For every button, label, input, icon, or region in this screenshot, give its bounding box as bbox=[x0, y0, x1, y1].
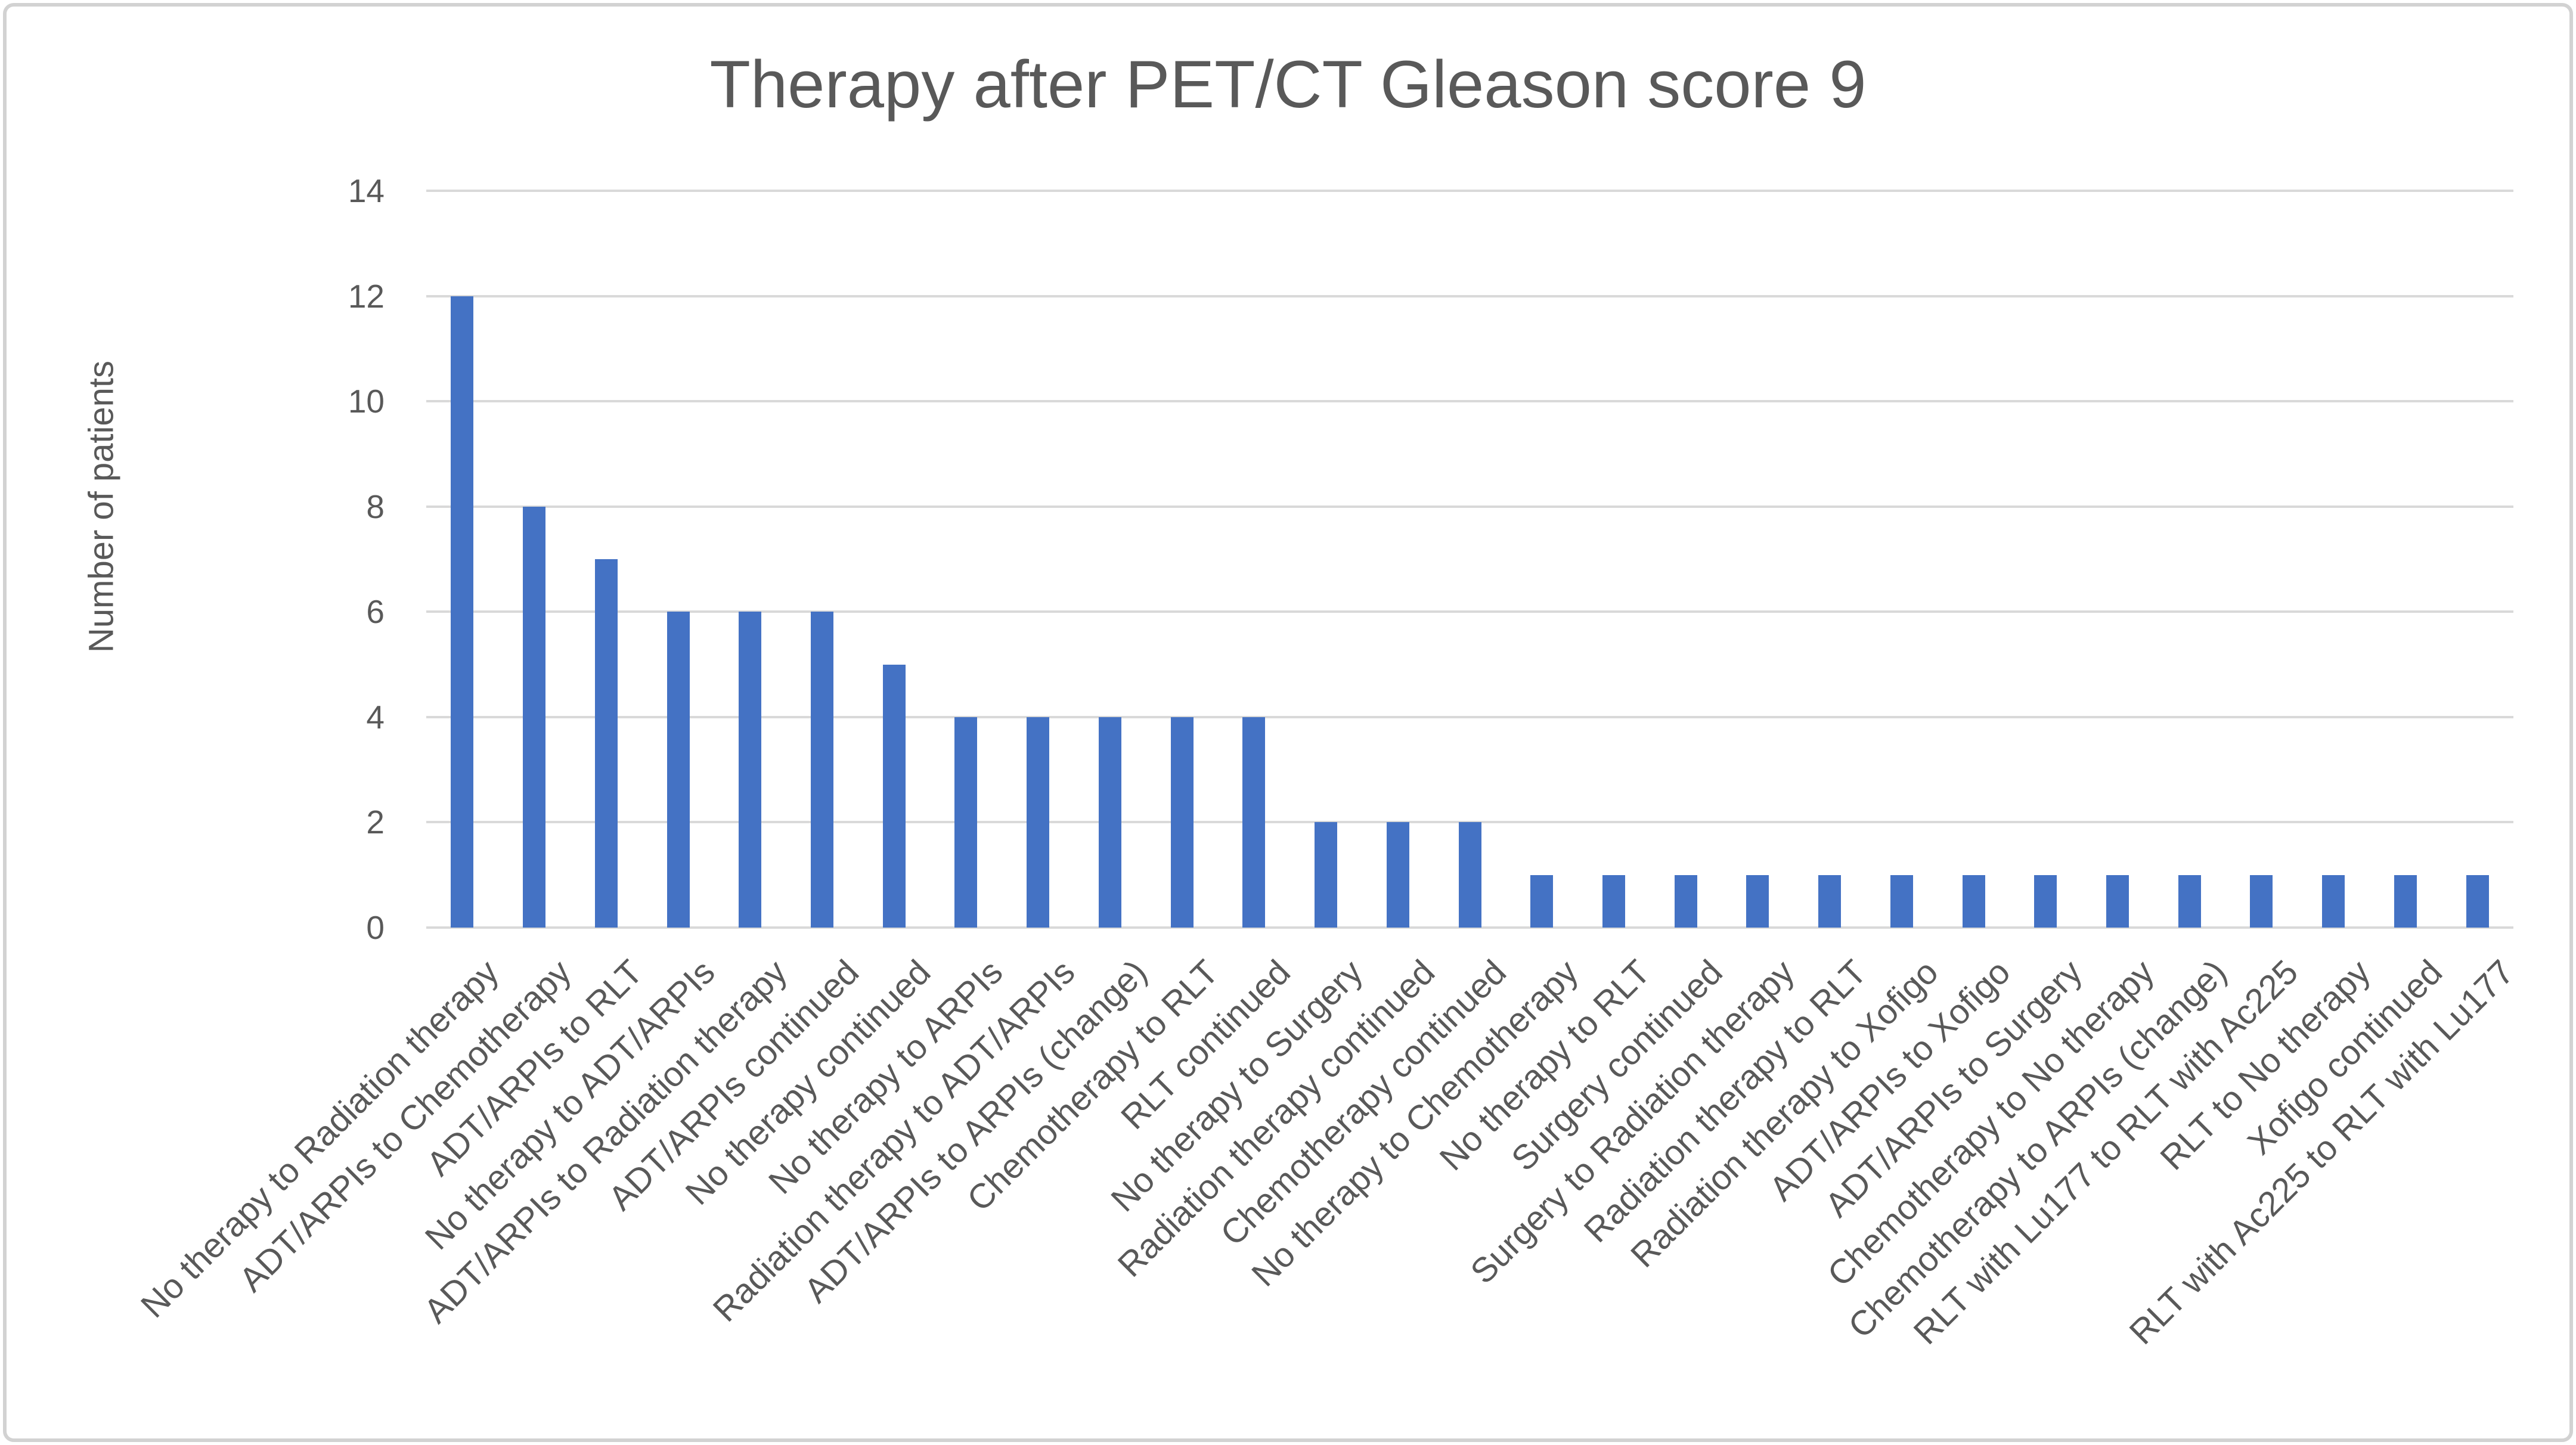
bar bbox=[667, 612, 690, 928]
bar bbox=[1818, 875, 1842, 928]
bar bbox=[1674, 875, 1697, 928]
bar bbox=[2466, 875, 2489, 928]
y-tick-label: 8 bbox=[366, 488, 385, 525]
bar bbox=[2394, 875, 2417, 928]
y-tick-label: 4 bbox=[366, 698, 385, 736]
y-tick-label: 6 bbox=[366, 593, 385, 631]
bar bbox=[2106, 875, 2129, 928]
bar bbox=[2322, 875, 2345, 928]
y-tick-label: 10 bbox=[348, 383, 385, 420]
gridline bbox=[426, 505, 2513, 508]
bar bbox=[1315, 822, 1338, 928]
bar bbox=[1530, 875, 1554, 928]
bar bbox=[1386, 822, 1409, 928]
bar bbox=[1962, 875, 1985, 928]
bar bbox=[954, 717, 978, 928]
bar bbox=[2178, 875, 2201, 928]
bar bbox=[1602, 875, 1625, 928]
bar bbox=[739, 612, 762, 928]
bar bbox=[882, 664, 906, 928]
bar bbox=[1746, 875, 1769, 928]
gridline bbox=[426, 610, 2513, 613]
gridline bbox=[426, 400, 2513, 403]
bar bbox=[523, 506, 546, 928]
bar bbox=[451, 296, 474, 928]
bar bbox=[1890, 875, 1913, 928]
gridline bbox=[426, 821, 2513, 824]
gridline bbox=[426, 715, 2513, 718]
bar bbox=[2034, 875, 2057, 928]
y-tick-label: 14 bbox=[348, 172, 385, 209]
chart-title: Therapy after PET/CT Gleason score 9 bbox=[709, 47, 1867, 122]
bar bbox=[1458, 822, 1481, 928]
y-tick-label: 12 bbox=[348, 277, 385, 315]
bar bbox=[1242, 717, 1266, 928]
bar bbox=[810, 612, 833, 928]
bar bbox=[1098, 717, 1121, 928]
bar bbox=[1170, 717, 1194, 928]
y-tick-label: 2 bbox=[366, 804, 385, 841]
gridline bbox=[426, 926, 2513, 929]
y-tick-label: 0 bbox=[366, 909, 385, 946]
gridline bbox=[426, 190, 2513, 192]
bar bbox=[2250, 875, 2273, 928]
bar bbox=[1027, 717, 1050, 928]
plot-area bbox=[426, 191, 2513, 928]
gridline bbox=[426, 294, 2513, 297]
y-axis-title: Number of patients bbox=[82, 360, 121, 653]
bar bbox=[594, 559, 618, 928]
